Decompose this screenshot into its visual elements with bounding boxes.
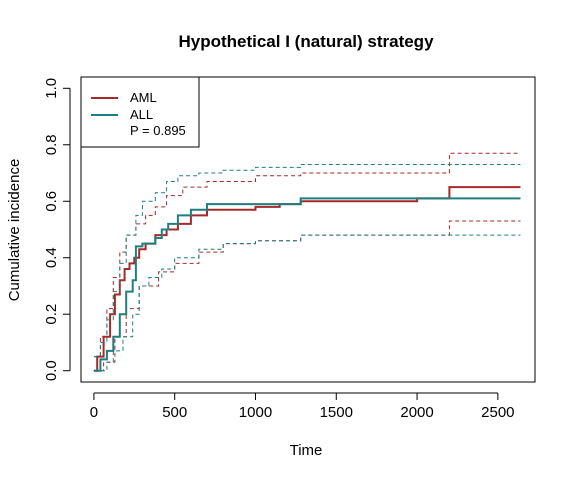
aml-upper-ci-line [93, 152, 521, 358]
all-upper-ci-line [93, 164, 521, 358]
y-tick-label: 0.8 [43, 134, 60, 155]
x-tick-label: 500 [162, 404, 187, 421]
legend-box [80, 76, 200, 148]
aml-incidence-line [93, 186, 521, 372]
x-tick-label: 2500 [481, 404, 514, 421]
aml-lower-ci-line [93, 220, 521, 372]
y-tick-label: 0.0 [43, 360, 60, 381]
axes-layer: 0 500 1000 1500 2000 2500 0.0 0.2 0.4 0.6 0.8 1.0 [43, 78, 515, 421]
y-tick-label: 1.0 [43, 78, 60, 99]
x-tick-label: 2000 [400, 404, 433, 421]
all-lower-ci-line [93, 234, 521, 372]
legend-label-aml: AML [130, 90, 157, 105]
y-tick-label: 0.4 [43, 247, 60, 268]
legend-p-value: P = 0.895 [130, 123, 186, 138]
y-axis-label: Cumulative incidence [6, 159, 23, 302]
x-tick-label: 1000 [239, 404, 272, 421]
x-axis-label: Time [290, 442, 323, 459]
series-layer [93, 152, 521, 372]
x-tick-label: 1500 [320, 404, 353, 421]
chart-title: Hypothetical I (natural) strategy [178, 32, 434, 51]
all-incidence-line [93, 197, 521, 372]
x-tick-label: 0 [90, 404, 98, 421]
y-tick-label: 0.2 [43, 304, 60, 325]
legend: AML ALL P = 0.895 [80, 76, 200, 148]
legend-label-all: ALL [130, 107, 153, 122]
plot-frame [80, 76, 536, 383]
y-tick-label: 0.6 [43, 191, 60, 212]
